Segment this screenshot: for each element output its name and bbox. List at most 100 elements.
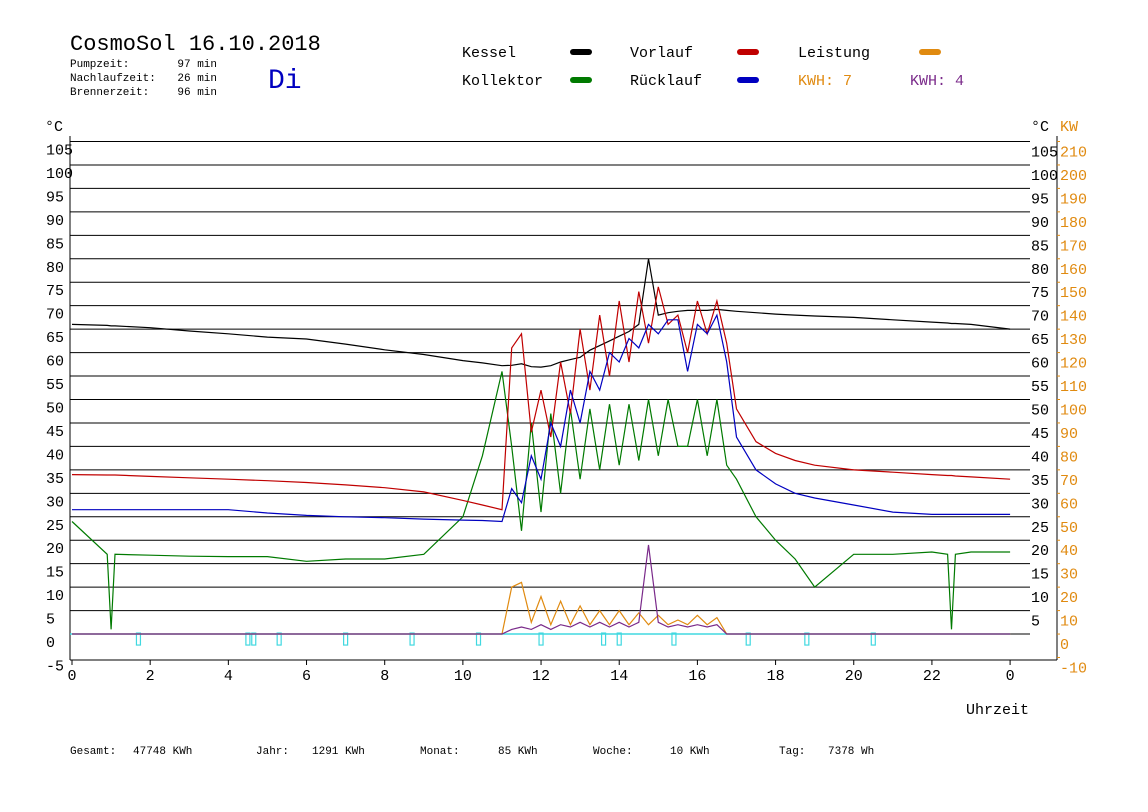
x-tick-label: 6	[302, 668, 311, 685]
y-tick-label: 85	[46, 236, 64, 253]
legend-label: Kollektor	[462, 73, 543, 90]
pump-event	[245, 632, 251, 646]
y-right-tick-label: 65	[1031, 332, 1049, 349]
y-right-tick-label: 10	[1031, 590, 1049, 607]
y-tick-label: 15	[46, 565, 64, 582]
y2-tick-label: 20	[1060, 590, 1078, 607]
pump-event	[616, 632, 622, 646]
y-right-tick-label: 45	[1031, 426, 1049, 443]
y-right-tick-label: 70	[1031, 309, 1049, 326]
y-axis-label: °C	[45, 119, 63, 136]
y-tick-label: 95	[46, 189, 64, 206]
y2-tick-label: 70	[1060, 473, 1078, 490]
y-tick-label: 35	[46, 471, 64, 488]
pump-event	[870, 632, 876, 646]
y2-axis-label: KW	[1060, 119, 1078, 136]
legend-label: Kessel	[462, 45, 516, 62]
y-tick-label: 100	[46, 166, 73, 183]
pump-event	[135, 632, 142, 646]
pump-event	[600, 632, 607, 646]
chart-title: CosmoSol 16.10.2018	[70, 32, 321, 57]
y-right-tick-label: 85	[1031, 238, 1049, 255]
series-line	[72, 581, 1011, 635]
y2-tick-label: 40	[1060, 543, 1078, 560]
y-right-tick-label: 55	[1031, 379, 1049, 396]
series-line	[72, 313, 1011, 523]
y2-tick-label: 10	[1060, 614, 1078, 631]
x-axis-label: Uhrzeit	[966, 702, 1029, 719]
y-tick-label: 65	[46, 330, 64, 347]
y2-tick-label: 30	[1060, 567, 1078, 584]
footer-value: 85 KWh	[498, 746, 538, 758]
legend-label: Vorlauf	[630, 45, 693, 62]
y-right-tick-label: 100	[1031, 168, 1058, 185]
y-axis-label-right: °C	[1031, 119, 1049, 136]
kwh-label: KWH: 7	[798, 73, 852, 90]
x-tick-label: 14	[610, 668, 628, 685]
x-tick-label: 12	[532, 668, 550, 685]
y2-tick-label: 60	[1060, 496, 1078, 513]
y-right-tick-label: 50	[1031, 403, 1049, 420]
footer-label: Woche:	[593, 746, 633, 758]
stat-value: 97 min	[177, 59, 217, 71]
kwh-label: KWH: 4	[910, 73, 964, 90]
y-tick-label: 50	[46, 401, 64, 418]
y-tick-label: 90	[46, 213, 64, 230]
y2-tick-label: 140	[1060, 309, 1087, 326]
footer-label: Monat:	[420, 746, 460, 758]
pump-event	[745, 632, 751, 646]
y2-tick-label: 110	[1060, 379, 1087, 396]
y-right-tick-label: 95	[1031, 191, 1049, 208]
y-right-tick-label: 35	[1031, 473, 1049, 490]
footer-value: 10 KWh	[670, 746, 710, 758]
footer-label: Jahr:	[256, 746, 289, 758]
stat-label: Nachlaufzeit:	[70, 73, 156, 85]
y2-tick-label: 120	[1060, 356, 1087, 373]
y2-tick-label: 170	[1060, 238, 1087, 255]
y-right-tick-label: 30	[1031, 496, 1049, 513]
x-tick-label: 4	[224, 668, 233, 685]
y-right-tick-label: 40	[1031, 449, 1049, 466]
pump-event	[343, 632, 349, 646]
x-tick-label: 18	[767, 668, 785, 685]
y-tick-label: 40	[46, 447, 64, 464]
pump-event	[409, 632, 415, 646]
y-tick-label: 80	[46, 260, 64, 277]
y-right-tick-label: 5	[1031, 614, 1040, 631]
y-tick-label: 105	[46, 143, 73, 160]
y2-tick-label: -10	[1060, 661, 1087, 678]
y-right-tick-label: 80	[1031, 262, 1049, 279]
stat-value: 26 min	[177, 73, 217, 85]
weekday: Di	[268, 66, 302, 97]
y-tick-label: 20	[46, 541, 64, 558]
x-tick-label: 10	[454, 668, 472, 685]
legend-label: Leistung	[798, 45, 870, 62]
series-line	[72, 544, 1011, 635]
legend-label: Rücklauf	[630, 73, 702, 90]
y2-tick-label: 80	[1060, 449, 1078, 466]
x-tick-label: 2	[146, 668, 155, 685]
y-tick-label: 70	[46, 307, 64, 324]
y2-tick-label: 90	[1060, 426, 1078, 443]
y-tick-label: 45	[46, 424, 64, 441]
pump-event	[251, 632, 257, 646]
footer-label: Tag:	[779, 746, 805, 758]
pump-event	[538, 632, 544, 646]
x-tick-label: 0	[67, 668, 76, 685]
y-tick-label: 75	[46, 283, 64, 300]
x-tick-label: 22	[923, 668, 941, 685]
y2-tick-label: 190	[1060, 191, 1087, 208]
y-tick-label: -5	[46, 659, 64, 676]
y-right-tick-label: 20	[1031, 543, 1049, 560]
pump-event	[671, 632, 677, 646]
y2-tick-label: 200	[1060, 168, 1087, 185]
pump-event	[475, 632, 482, 646]
y-tick-label: 30	[46, 494, 64, 511]
stat-label: Pumpzeit:	[70, 59, 129, 71]
series-line	[71, 258, 1011, 368]
y2-tick-label: 180	[1060, 215, 1087, 232]
stat-label: Brennerzeit:	[70, 87, 149, 99]
y-tick-label: 60	[46, 354, 64, 371]
x-tick-label: 20	[845, 668, 863, 685]
y-right-tick-label: 15	[1031, 567, 1049, 584]
